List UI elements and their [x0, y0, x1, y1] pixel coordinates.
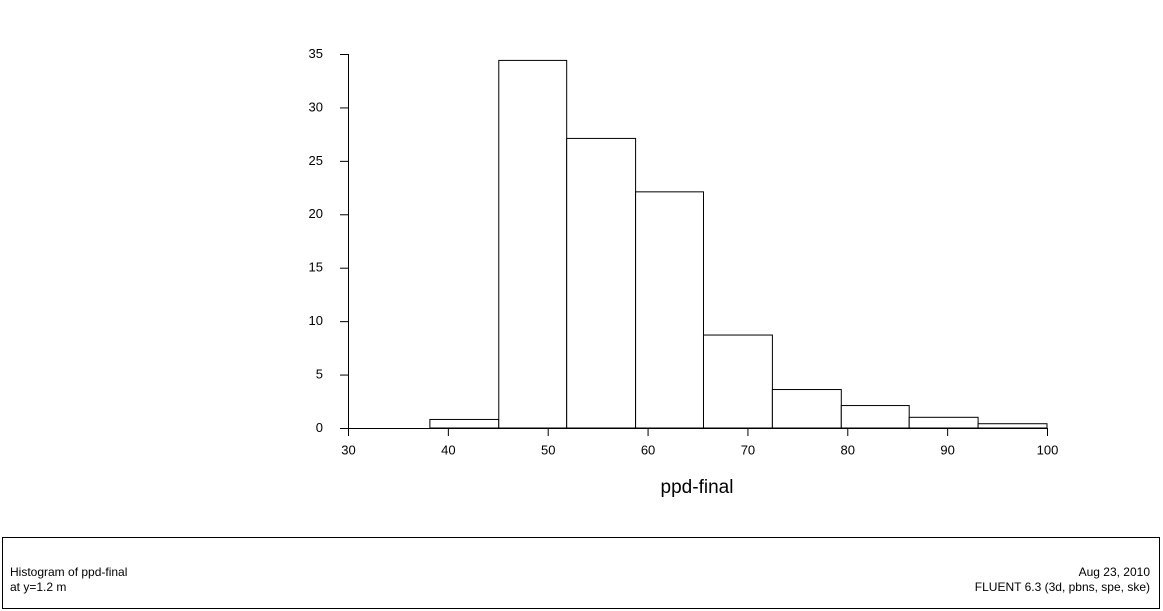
x-tick-label: 100	[1037, 442, 1059, 457]
bar	[635, 191, 704, 429]
bar	[429, 418, 500, 429]
x-tick-label: 70	[741, 442, 755, 457]
bar	[977, 423, 1048, 429]
x-tick-label: 90	[940, 442, 954, 457]
bar	[566, 137, 637, 429]
bar	[771, 389, 842, 429]
footer-left: Histogram of ppd-final	[10, 565, 127, 579]
x-tick-label: 40	[441, 442, 455, 457]
y-tick-label: 0	[316, 420, 323, 435]
bar	[908, 416, 979, 429]
y-tick-label: 35	[309, 46, 323, 61]
y-tick-label: 10	[309, 313, 323, 328]
x-tick-label: 60	[641, 442, 655, 457]
bar	[498, 59, 568, 429]
y-tick-label: 30	[309, 99, 323, 114]
y-tick-label: 5	[316, 367, 323, 382]
bar	[840, 405, 910, 429]
y-tick-label: 15	[309, 260, 323, 275]
x-tick-label: 50	[541, 442, 555, 457]
footer-right: FLUENT 6.3 (3d, pbns, spe, ske)	[975, 580, 1150, 594]
footer-right: Aug 23, 2010	[1079, 565, 1151, 579]
footer-box	[2, 537, 1160, 609]
x-axis-label: ppd-final	[661, 477, 734, 498]
x-tick-label: 80	[841, 442, 855, 457]
y-tick-label: 20	[309, 206, 323, 221]
bar	[702, 334, 773, 429]
y-tick-label: 25	[309, 153, 323, 168]
x-tick-label: 30	[341, 442, 355, 457]
footer-left: at y=1.2 m	[10, 580, 66, 594]
